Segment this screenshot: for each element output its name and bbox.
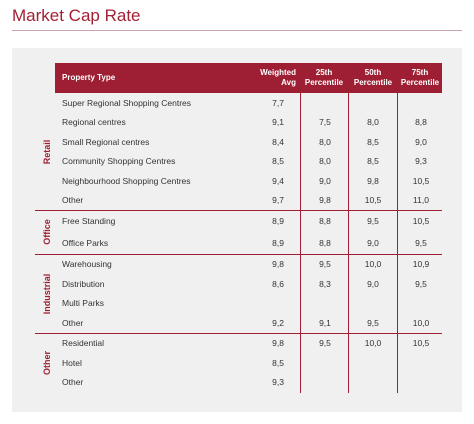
cell: 9,1 bbox=[319, 318, 331, 329]
cell: 9,0 bbox=[319, 175, 331, 186]
cell: 9,5 bbox=[367, 216, 379, 226]
cell: 9,5 bbox=[415, 238, 427, 248]
column-divider bbox=[348, 63, 349, 393]
cell: 9,4 bbox=[272, 175, 284, 186]
row-label: Free Standing bbox=[62, 216, 116, 226]
cell: 9,0 bbox=[367, 278, 379, 289]
cell: 10,5 bbox=[412, 175, 430, 186]
cell: 9,3 bbox=[272, 377, 284, 388]
row-label: Office Parks bbox=[62, 238, 109, 248]
header-cell: 25th Percentile bbox=[304, 68, 344, 87]
row-label: Warehousing bbox=[62, 258, 112, 269]
cell: 10,5 bbox=[412, 337, 430, 348]
cell: 8,8 bbox=[415, 117, 427, 128]
cell: 9,5 bbox=[367, 318, 379, 329]
cell: 9,0 bbox=[367, 238, 379, 248]
cell: 8,5 bbox=[272, 156, 284, 167]
group-divider bbox=[35, 254, 442, 255]
cell: 10,0 bbox=[364, 337, 382, 348]
cell: 8,8 bbox=[319, 216, 331, 226]
cell: 9,1 bbox=[272, 117, 284, 128]
cell: 10,5 bbox=[364, 195, 382, 206]
cell: 8,8 bbox=[319, 238, 331, 248]
group-label: Industrial bbox=[42, 273, 52, 314]
row-label: Multi Parks bbox=[62, 298, 105, 309]
cell: 8,3 bbox=[319, 278, 331, 289]
row-label: Other bbox=[62, 377, 84, 388]
row-label: Other bbox=[62, 195, 84, 206]
header-cell: Property Type bbox=[62, 73, 116, 82]
header-cell: 50th Percentile bbox=[353, 68, 393, 87]
cell: 9,5 bbox=[319, 337, 331, 348]
cell: 11,0 bbox=[413, 195, 429, 206]
cell: 7,5 bbox=[319, 117, 331, 128]
row-label: Distribution bbox=[62, 278, 105, 289]
cell: 9,0 bbox=[415, 136, 427, 147]
row-label: Hotel bbox=[62, 357, 82, 368]
cell: 10,0 bbox=[412, 318, 430, 329]
panel bbox=[12, 48, 462, 412]
cell: 8,9 bbox=[272, 216, 284, 226]
cell: 10,5 bbox=[412, 216, 430, 226]
cell: 9,8 bbox=[272, 258, 284, 269]
row-label: Residential bbox=[62, 337, 105, 348]
cell: 8,5 bbox=[367, 136, 379, 147]
cell: 9,8 bbox=[272, 337, 284, 348]
cell: 7,7 bbox=[272, 97, 284, 108]
row-label: Small Regional centres bbox=[62, 136, 150, 147]
row-label: Other bbox=[62, 318, 84, 329]
cell: 8,6 bbox=[272, 278, 284, 289]
header-cell: Weighted Avg bbox=[260, 68, 296, 87]
title: Market Cap Rate bbox=[12, 6, 141, 25]
cell: 8,0 bbox=[319, 136, 331, 147]
column-divider bbox=[397, 63, 398, 393]
group-label: Office bbox=[42, 219, 52, 245]
cell: 8,0 bbox=[319, 156, 331, 167]
group-divider bbox=[35, 210, 442, 211]
header-bar bbox=[55, 63, 442, 93]
group-label: Other bbox=[42, 350, 52, 375]
title-rule bbox=[12, 30, 462, 31]
row-label: Super Regional Shopping Centres bbox=[62, 97, 192, 108]
header-cell: 75th Percentile bbox=[400, 68, 440, 87]
cell: 9,8 bbox=[367, 175, 379, 186]
cell: 8,4 bbox=[272, 136, 284, 147]
group-divider bbox=[35, 333, 442, 334]
group-label: Retail bbox=[42, 139, 52, 164]
cell: 9,3 bbox=[415, 156, 427, 167]
cell: 8,9 bbox=[272, 238, 284, 248]
cell: 9,5 bbox=[319, 258, 331, 269]
row-label: Regional centres bbox=[62, 117, 126, 128]
cell: 9,7 bbox=[272, 195, 284, 206]
row-label: Community Shopping Centres bbox=[62, 156, 176, 167]
cell: 9,2 bbox=[272, 318, 284, 329]
cell: 10,0 bbox=[364, 258, 382, 269]
cell: 10,9 bbox=[412, 258, 430, 269]
row-label: Neighbourhood Shopping Centres bbox=[62, 175, 191, 186]
cell: 8,5 bbox=[272, 357, 284, 368]
cell: 8,5 bbox=[367, 156, 379, 167]
column-divider bbox=[300, 63, 301, 393]
cell: 9,5 bbox=[415, 278, 427, 289]
cell: 8,0 bbox=[367, 117, 379, 128]
cell: 9,8 bbox=[319, 195, 331, 206]
